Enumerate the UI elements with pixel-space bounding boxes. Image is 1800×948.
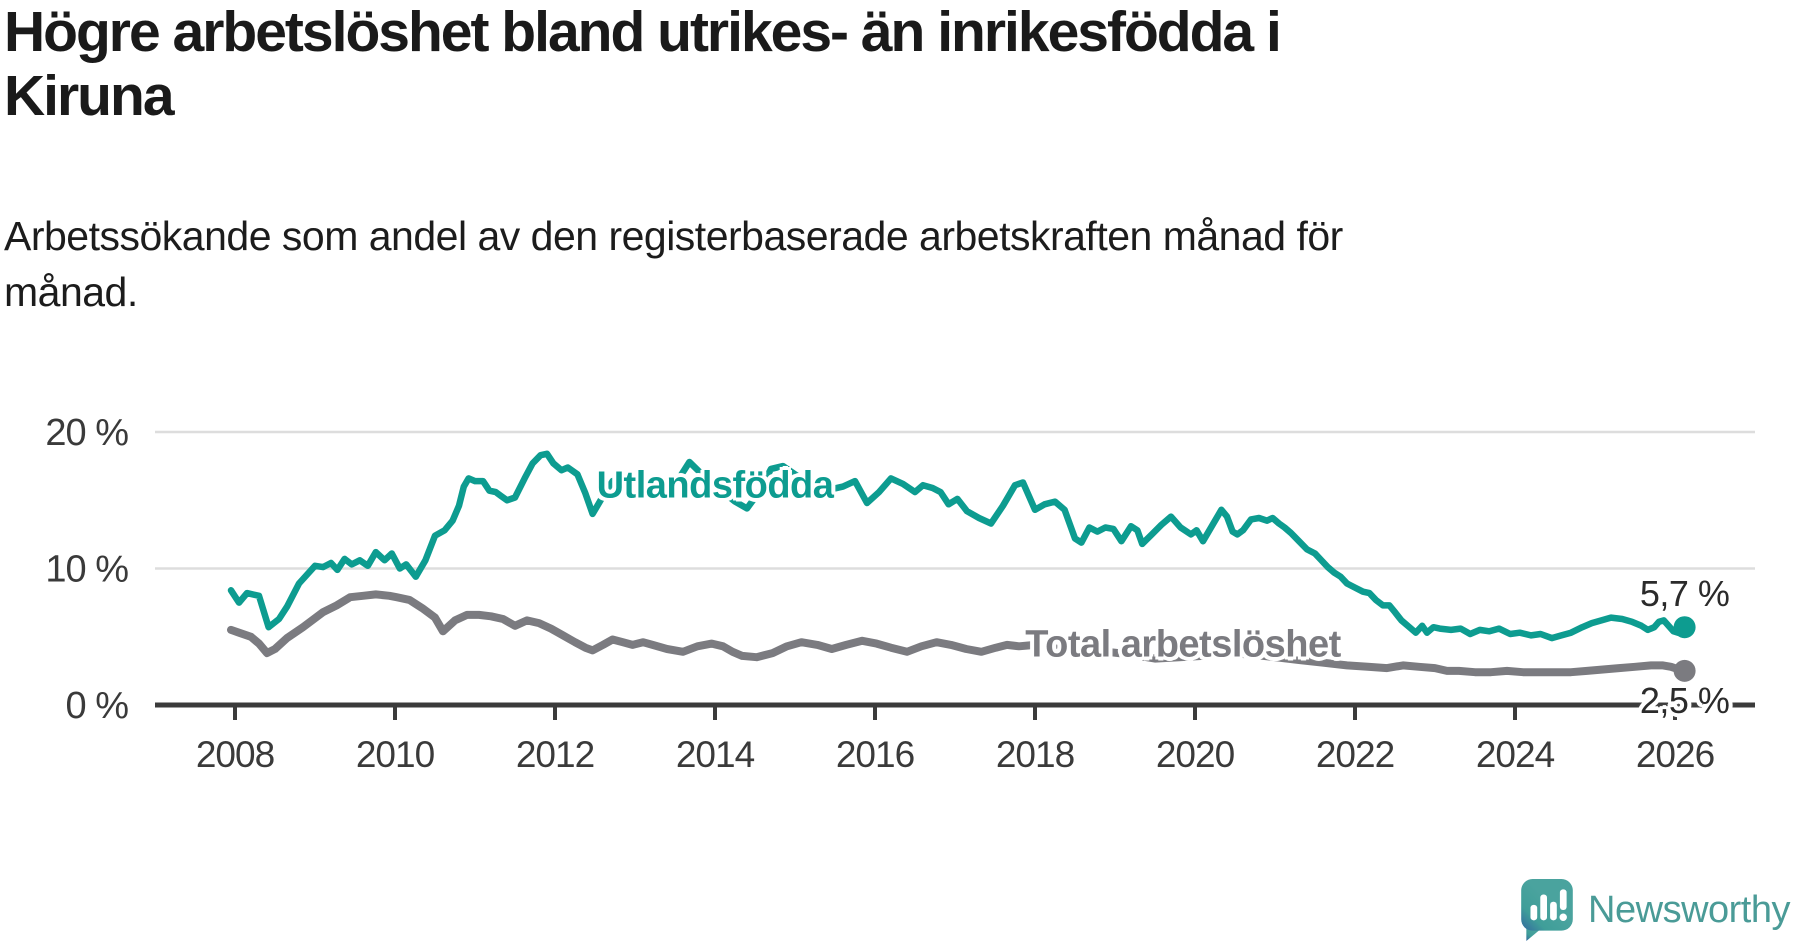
end-dot-total-arbetsl-shet bbox=[1673, 659, 1696, 682]
x-tick-label-2010: 2010 bbox=[356, 734, 435, 775]
series-line-utlandsf-dda bbox=[227, 450, 1688, 642]
series-label-utlandsfodda: Utlandsfödda bbox=[596, 464, 834, 507]
series-label-total: Total arbetslöshet bbox=[1025, 623, 1341, 666]
x-tick-label-2018: 2018 bbox=[996, 734, 1074, 775]
x-tick-label-2020: 2020 bbox=[1156, 734, 1235, 775]
end-value-total: 2,5 % bbox=[1639, 679, 1730, 721]
newsworthy-logo-text: Newsworthy bbox=[1588, 888, 1790, 931]
x-tick-label-2024: 2024 bbox=[1476, 734, 1555, 775]
newsworthy-logo-icon bbox=[1521, 879, 1573, 941]
end-value-utlandsfodda: 5,7 % bbox=[1639, 572, 1730, 614]
x-tick-label-2022: 2022 bbox=[1316, 734, 1394, 775]
y-tick-label-20: 20 % bbox=[45, 412, 128, 454]
page-title: Högre arbetslöshet bland utrikes- än inr… bbox=[4, 0, 1282, 128]
x-tick-label-2008: 2008 bbox=[196, 734, 274, 775]
x-tick-label-2014: 2014 bbox=[676, 734, 755, 775]
x-tick-label-2026: 2026 bbox=[1636, 734, 1714, 775]
x-tick-label-2012: 2012 bbox=[516, 734, 594, 775]
x-tick-label-2016: 2016 bbox=[836, 734, 914, 775]
page-subtitle: Arbetssökande som andel av den registerb… bbox=[4, 213, 1343, 315]
end-dot-utlandsf-dda bbox=[1673, 616, 1696, 639]
series-line-total-arbetsl-shet bbox=[227, 590, 1689, 677]
y-tick-label-10: 10 % bbox=[45, 549, 128, 591]
newsworthy-logo[interactable]: Newsworthy bbox=[1520, 878, 1790, 942]
y-tick-label-0: 0 % bbox=[66, 685, 129, 727]
